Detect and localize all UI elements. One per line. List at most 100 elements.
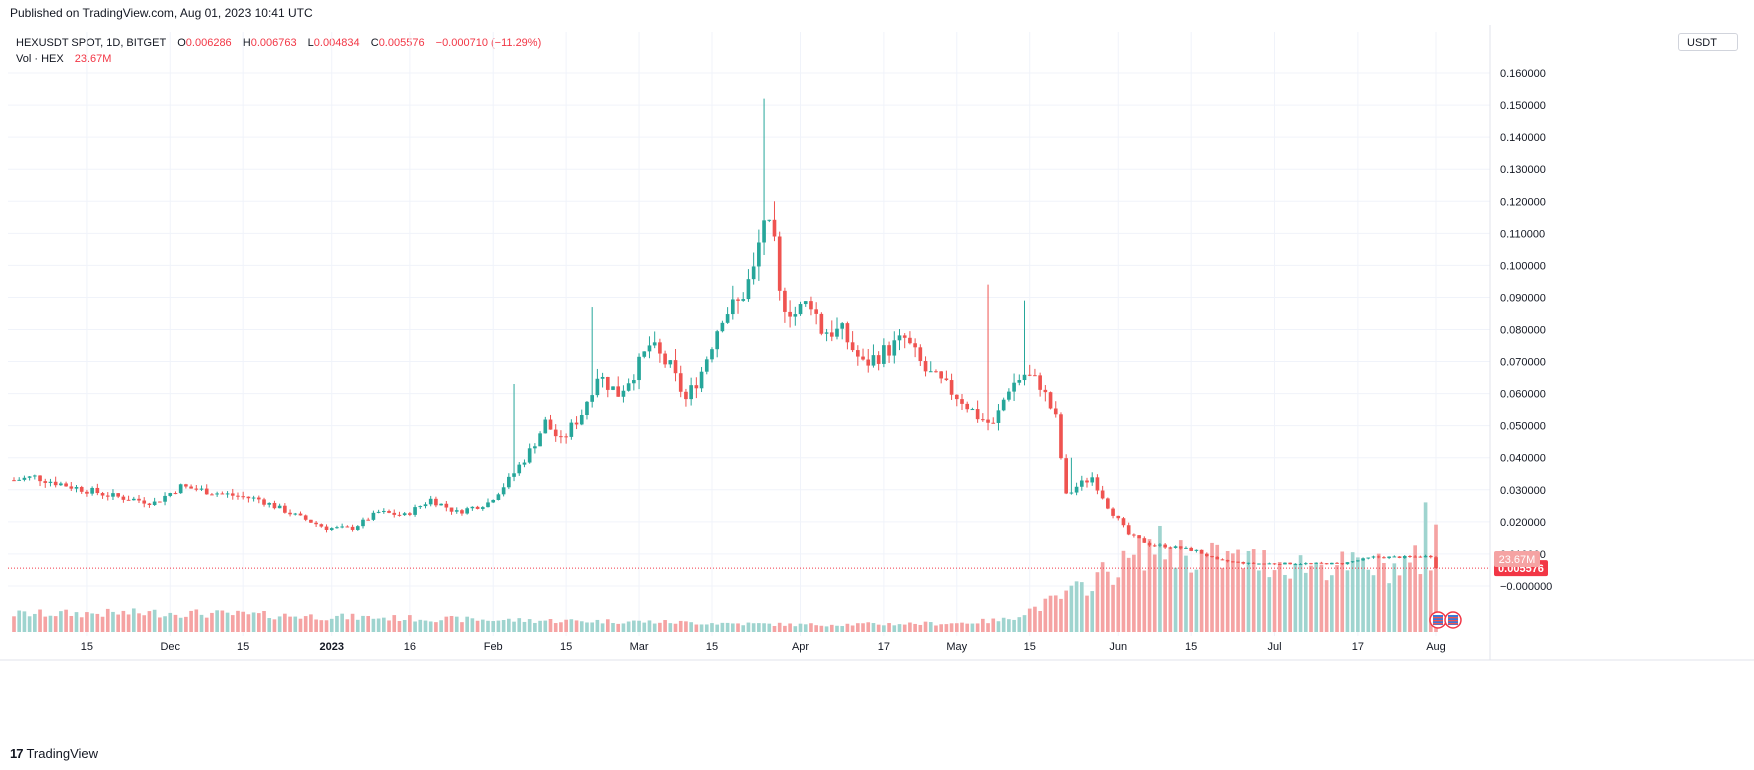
x-tick-label: 15: [560, 641, 572, 653]
candle-body: [522, 462, 527, 465]
candle: [1126, 522, 1131, 536]
candle: [1262, 563, 1266, 565]
candle-body: [1106, 498, 1110, 509]
candle-body: [74, 486, 79, 489]
volume-bar: [986, 623, 990, 632]
candle: [1027, 364, 1032, 377]
candle-body: [798, 304, 803, 315]
candle: [1053, 401, 1058, 418]
candle: [454, 507, 459, 514]
candle-body: [595, 378, 600, 396]
candle: [184, 483, 188, 489]
candle: [757, 229, 761, 281]
candle-body: [585, 401, 589, 415]
volume-bar: [100, 616, 105, 632]
us-flag-icon[interactable]: [1429, 611, 1447, 629]
x-tick-label: 17: [1352, 641, 1364, 653]
candle-body: [694, 385, 699, 389]
us-flag-icon[interactable]: [1444, 611, 1462, 629]
volume-bar: [1204, 554, 1209, 632]
volume-bar: [90, 613, 94, 632]
volume-bar: [882, 625, 886, 632]
candle-body: [33, 475, 37, 477]
candle: [397, 511, 402, 517]
volume-bar: [309, 614, 313, 632]
candle: [173, 491, 178, 495]
candle: [632, 374, 636, 391]
candle: [1231, 561, 1235, 563]
volume-bar: [1345, 570, 1350, 632]
volume-bar: [1210, 542, 1214, 632]
volume-label[interactable]: Vol · HEX: [16, 53, 64, 65]
volume-bar: [1413, 545, 1417, 632]
x-tick-label: 17: [878, 641, 890, 653]
candle: [79, 485, 84, 494]
volume-bar: [897, 624, 902, 632]
volume-bar: [1298, 555, 1303, 632]
candle: [85, 489, 89, 497]
candle: [736, 297, 740, 314]
volume-bar: [678, 620, 683, 632]
candle: [908, 331, 912, 345]
candle-body: [1137, 535, 1141, 539]
candle: [361, 517, 365, 529]
volume-bar: [33, 613, 37, 632]
candle-body: [267, 502, 272, 505]
candle-body: [1095, 477, 1100, 491]
candle: [1371, 555, 1376, 559]
candle-body: [121, 496, 126, 500]
candle-body: [507, 476, 511, 488]
candle-body: [605, 376, 610, 390]
candle: [43, 478, 48, 488]
candle-body: [1267, 563, 1272, 565]
candle: [611, 386, 615, 391]
candle: [1340, 562, 1345, 566]
symbol-title[interactable]: HEXUSDT SPOT, 1D, BITGET: [16, 37, 167, 49]
volume-bar: [928, 622, 933, 632]
volume-bar: [408, 615, 412, 632]
candle: [1137, 535, 1141, 539]
volume-bar: [590, 622, 594, 632]
candle: [715, 329, 720, 358]
volume-bar: [69, 615, 74, 632]
candle: [512, 384, 516, 482]
y-tick-label: 0.140000: [1500, 132, 1546, 144]
candle-body: [1371, 556, 1376, 558]
tradingview-logo[interactable]: 17 TradingView: [10, 746, 98, 761]
candle: [1428, 554, 1433, 559]
candle-body: [819, 313, 824, 334]
volume-row: Vol · HEX 23.67M: [16, 51, 541, 67]
candle-body: [158, 501, 162, 503]
candle-body: [793, 314, 798, 317]
candle-body: [329, 528, 334, 530]
candle: [777, 231, 782, 301]
candle: [798, 301, 803, 316]
candle: [215, 491, 219, 497]
candle-body: [876, 355, 881, 364]
candle: [1382, 556, 1386, 559]
volume-bar: [626, 621, 631, 632]
candle-body: [454, 510, 459, 512]
candle-body: [1079, 480, 1084, 487]
volume-bar: [803, 624, 808, 632]
candle: [1314, 562, 1319, 565]
candle-body: [559, 436, 563, 438]
candle-body: [350, 526, 355, 530]
candle-body: [996, 410, 1001, 423]
candle-body: [283, 505, 287, 513]
currency-selector-button[interactable]: USDT: [1678, 33, 1738, 51]
candle: [1168, 546, 1173, 549]
candle-body: [131, 498, 136, 501]
volume-bar: [428, 621, 433, 632]
volume-bar: [111, 611, 115, 632]
candle-body: [319, 524, 324, 527]
candle-body: [1283, 562, 1287, 565]
candle-body: [970, 409, 975, 411]
candle: [772, 201, 777, 242]
candle-body: [892, 340, 897, 356]
candle: [621, 385, 626, 403]
candle-body: [225, 493, 230, 495]
volume-bar: [423, 620, 428, 632]
candle: [543, 416, 548, 434]
